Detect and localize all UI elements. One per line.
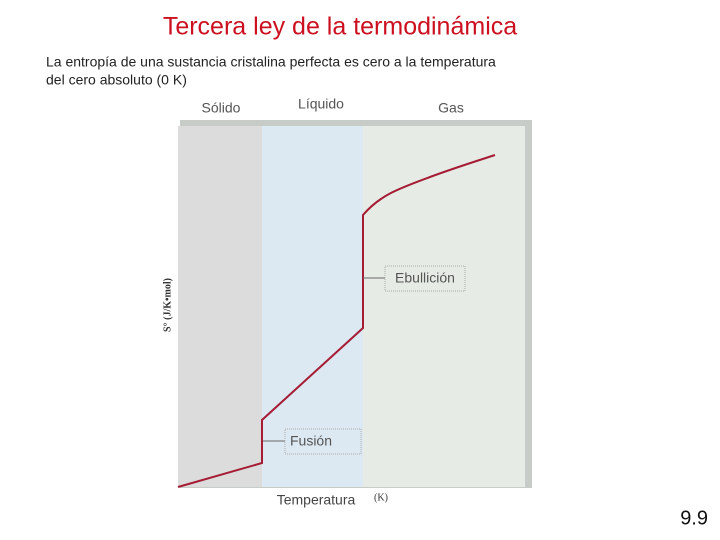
y-axis-label: S° (J/K•mol) bbox=[162, 278, 173, 332]
x-axis-unit: (K) bbox=[374, 492, 388, 503]
title: Tercera ley de la termodinámica bbox=[163, 13, 517, 41]
label-box bbox=[287, 93, 355, 119]
label-box bbox=[266, 488, 366, 512]
solid-region bbox=[178, 126, 262, 487]
annotation: Ebullición bbox=[395, 270, 455, 286]
description-line: del cero absoluto (0 K) bbox=[46, 72, 187, 88]
description-line: La entropía de una sustancia cristalina … bbox=[46, 54, 496, 70]
slide-number: 9.9 bbox=[680, 507, 708, 529]
phase-label: Sólido bbox=[202, 100, 241, 116]
phase-label: Líquido bbox=[298, 96, 344, 112]
liquid-region bbox=[262, 126, 363, 487]
gas-region bbox=[363, 126, 525, 487]
annotation-box bbox=[284, 428, 362, 455]
x-axis-label: Temperatura bbox=[277, 492, 356, 508]
entropy-curve bbox=[177, 154, 496, 488]
annotation: Fusión bbox=[290, 433, 332, 449]
annotation-box bbox=[384, 265, 466, 292]
phase-label: Gas bbox=[438, 100, 464, 116]
label-box bbox=[188, 96, 254, 120]
label-box bbox=[428, 96, 474, 120]
